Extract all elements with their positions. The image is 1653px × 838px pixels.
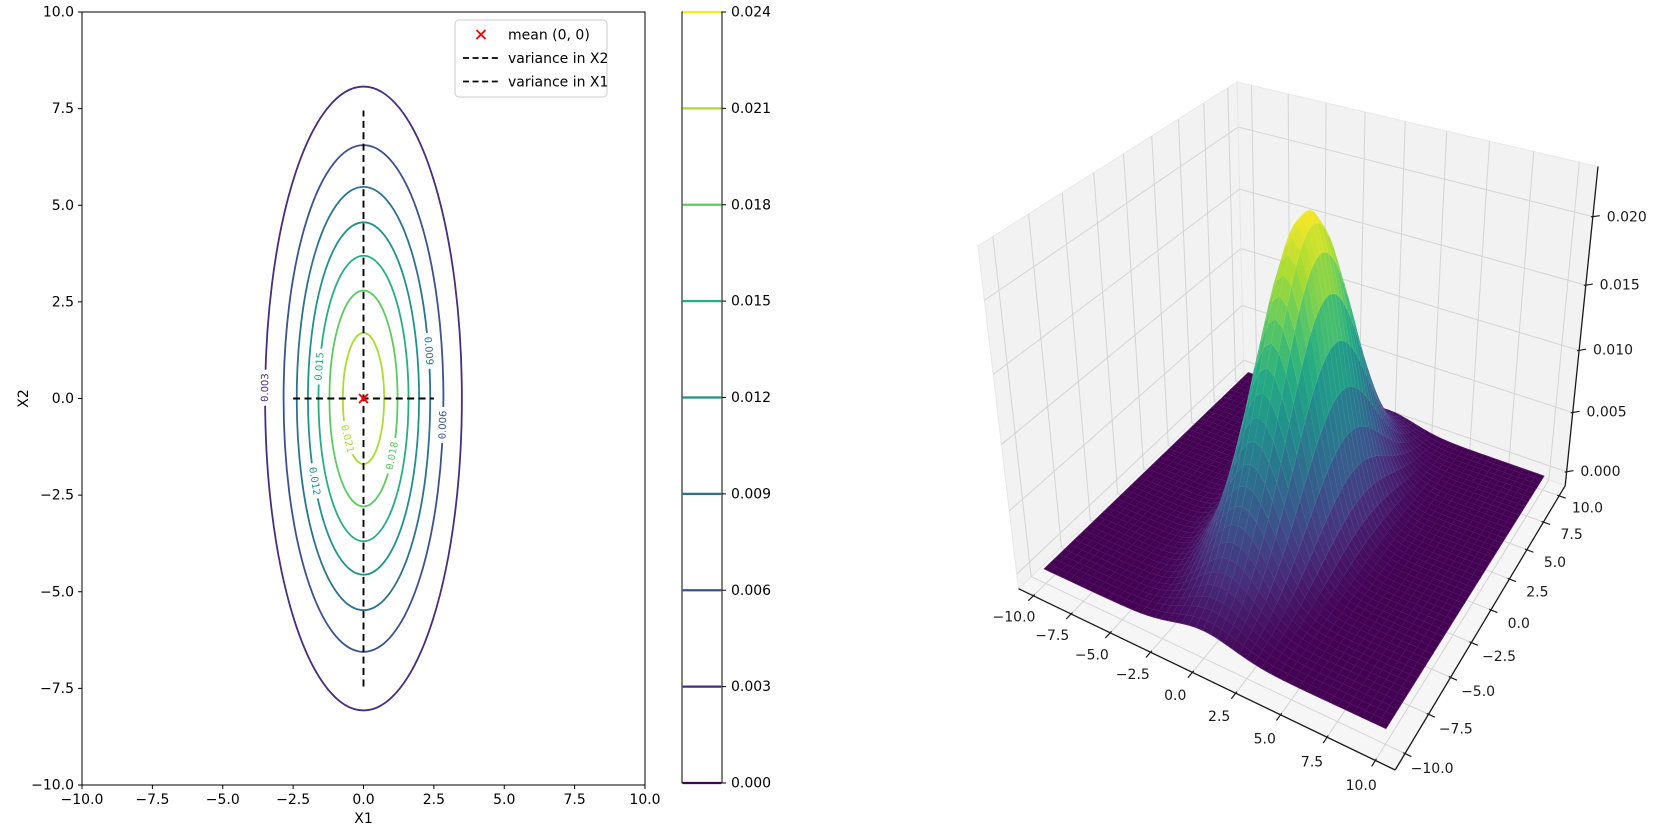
legend-label: variance in X1 (508, 75, 608, 91)
y-tick-label: 2.5 (52, 294, 74, 310)
x-tick-label: −5.0 (206, 792, 240, 808)
gaussian-contour-plot: −10.0 −7.5 −5.0 −2.5 0.0 2.5 5.0 7.5 10.0X1−10.0… (16, 5, 771, 828)
y-tick-label: 0.0 (52, 391, 74, 407)
contour-label-0.003: 0.003 (260, 373, 271, 402)
legend: mean (0, 0) variance in X2 variance in X1 (454, 19, 608, 98)
x-tick-label: 10.0 (629, 792, 660, 808)
x-tick-label: 5.0 (493, 792, 515, 808)
colorbar-tick-label: 0.018 (731, 197, 771, 213)
colorbar-tick-label: 0.012 (731, 390, 771, 406)
y-tick-label: −7.5 (40, 681, 74, 697)
legend-label: variance in X2 (508, 51, 608, 67)
y-tick-label: −2.5 (40, 488, 74, 504)
y-tick-label: −10.0 (31, 778, 74, 794)
x-tick-label: 7.5 (563, 792, 585, 808)
gaussian-3d-surface-plot (820, 20, 1653, 838)
mean-marker (358, 393, 369, 404)
contour-label-0.015: 0.015 (314, 352, 327, 381)
x-tick-label: 0.0 (352, 792, 374, 808)
colorbar-tick-label: 0.024 (731, 5, 771, 21)
y-tick-label: 10.0 (43, 5, 74, 21)
colorbar-tick-label: 0.009 (731, 486, 771, 502)
y-tick-label: −5.0 (40, 584, 74, 600)
colorbar-tick-label: 0.021 (731, 101, 771, 117)
colorbar-tick-label: 0.015 (731, 294, 771, 310)
x-tick-label: −7.5 (135, 792, 169, 808)
x-tick-label: −2.5 (276, 792, 310, 808)
contour-level-0.003 (264, 85, 463, 712)
y-axis-label: X2 (16, 389, 32, 408)
legend-box (454, 19, 608, 98)
colorbar-tick-label: 0.000 (731, 776, 771, 792)
x-axis-label: X1 (354, 811, 373, 827)
colorbar-tick-label: 0.006 (731, 583, 771, 599)
legend-label: mean (0, 0) (508, 28, 590, 44)
x-tick-label: 2.5 (423, 792, 445, 808)
x-axis: −10.0 −7.5 −5.0 −2.5 0.0 2.5 5.0 7.5 10.0 X1 (61, 785, 661, 827)
y-axis: −10.0 −7.5 −5.0 −2.5 0.0 2.5 5.0 7.5 10.0 X2 (16, 5, 82, 794)
colorbar: 0.000 0.003 0.006 0.009 0.012 0.015 0.018 0.021… (681, 5, 771, 792)
contour-label-0.006: 0.006 (438, 411, 450, 440)
colorbar-tick-label: 0.003 (731, 679, 771, 695)
legend-x-marker-icon (475, 29, 487, 40)
contour-label-0.009: 0.009 (422, 336, 435, 365)
y-tick-label: 5.0 (52, 198, 74, 214)
x-tick-label: −10.0 (61, 792, 104, 808)
y-tick-label: 7.5 (52, 101, 74, 117)
